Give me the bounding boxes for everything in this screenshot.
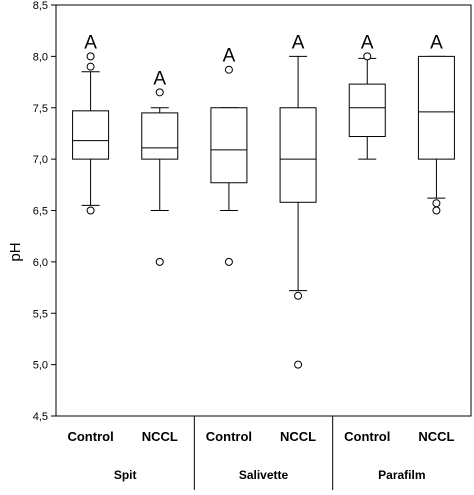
group-label: Salivette xyxy=(239,468,289,482)
plot-border xyxy=(55,4,472,417)
significance-letter: A xyxy=(223,46,236,67)
y-tick-label: 7,5 xyxy=(33,103,48,115)
iqr-box xyxy=(72,110,110,160)
y-tick-label: 7,0 xyxy=(33,154,48,166)
iqr-box xyxy=(417,55,455,160)
iqr-box xyxy=(279,107,317,203)
outlier-point xyxy=(86,52,95,61)
outlier-point xyxy=(86,62,95,71)
box-salivette-nccl: A xyxy=(279,32,317,369)
outlier-point xyxy=(432,206,441,215)
iqr-box xyxy=(141,112,179,160)
box-salivette-control: A xyxy=(210,46,248,266)
box-spit-control: A xyxy=(72,32,110,215)
y-tick-label: 4,5 xyxy=(33,411,48,423)
outlier-point xyxy=(432,199,441,208)
outlier-point xyxy=(155,257,164,266)
y-tick-label: 5,0 xyxy=(33,360,48,372)
y-axis: 4,5 5,0 5,5 6,0 6,5 7,0 7,5 8,0 8,5 xyxy=(33,0,56,423)
outlier-point xyxy=(86,206,95,215)
significance-letter: A xyxy=(292,32,305,53)
plot-frame xyxy=(55,4,472,417)
y-tick-label: 5,5 xyxy=(33,308,48,320)
significance-letter: A xyxy=(84,32,97,53)
y-tick-label: 8,5 xyxy=(33,0,48,12)
y-tick-label: 6,5 xyxy=(33,206,48,218)
x-axis: Control NCCL Control NCCL Control NCCL Spit Sal… xyxy=(67,416,455,490)
outlier-point xyxy=(294,360,303,369)
category-label: NCCL xyxy=(418,429,454,444)
category-label: Control xyxy=(206,429,252,444)
y-tick-label: 6,0 xyxy=(33,257,48,269)
group-label: Spit xyxy=(114,468,137,482)
iqr-box xyxy=(348,83,386,138)
category-label: Control xyxy=(344,429,390,444)
box-parafilm-control: A xyxy=(348,32,386,160)
significance-letter: A xyxy=(430,32,443,53)
outlier-point xyxy=(224,257,233,266)
box-parafilm-nccl: A xyxy=(417,32,455,215)
box-spit-nccl: A xyxy=(141,68,179,266)
outlier-point xyxy=(155,88,164,97)
outlier-point xyxy=(294,291,303,300)
outlier-point xyxy=(363,52,372,61)
category-label: NCCL xyxy=(142,429,178,444)
category-label: Control xyxy=(67,429,113,444)
significance-letter: A xyxy=(153,68,166,89)
outlier-point xyxy=(224,65,233,74)
boxes-layer: A A A A A A xyxy=(72,32,455,369)
y-tick-label: 8,0 xyxy=(33,51,48,63)
group-label: Parafilm xyxy=(378,468,425,482)
y-axis-label: pH xyxy=(7,242,24,261)
significance-letter: A xyxy=(361,32,374,53)
category-label: NCCL xyxy=(280,429,316,444)
iqr-box xyxy=(210,107,248,184)
